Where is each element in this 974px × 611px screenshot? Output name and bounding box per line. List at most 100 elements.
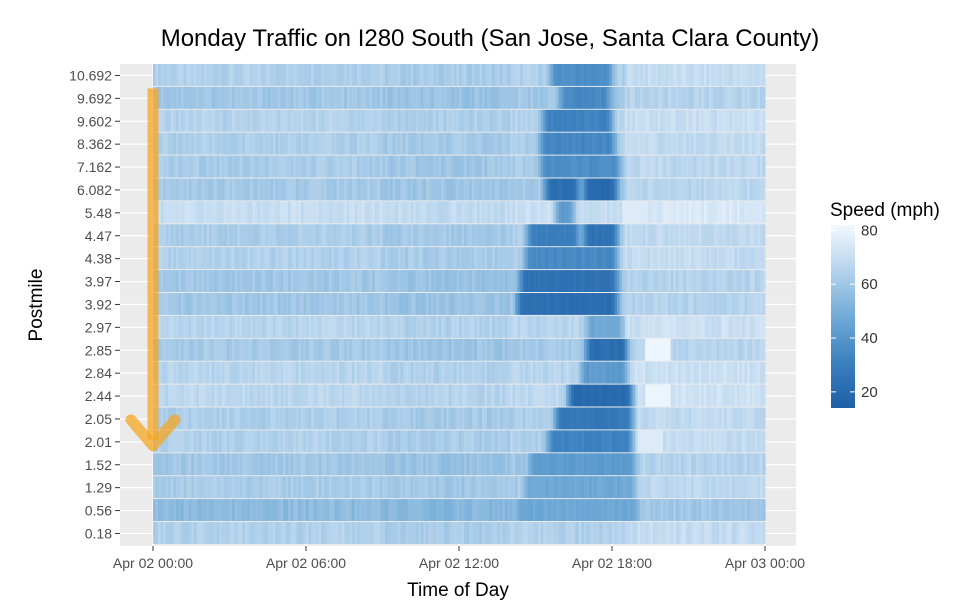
heat-cell bbox=[456, 201, 460, 224]
heat-cell bbox=[405, 407, 409, 430]
heat-cell bbox=[357, 178, 361, 201]
heat-cell bbox=[448, 132, 452, 155]
heat-cell bbox=[277, 384, 282, 407]
heat-cell bbox=[596, 499, 600, 521]
heat-cell bbox=[640, 132, 644, 155]
heat-cell bbox=[494, 132, 498, 155]
heat-cell bbox=[290, 384, 294, 407]
heat-cell bbox=[413, 407, 417, 430]
heat-cell bbox=[247, 178, 251, 201]
heat-cell bbox=[283, 247, 287, 270]
heat-cell bbox=[201, 109, 205, 132]
heat-cell bbox=[359, 155, 363, 178]
heat-cell bbox=[757, 476, 761, 499]
heat-cell bbox=[173, 499, 177, 521]
heat-cell bbox=[617, 224, 621, 247]
heat-cell bbox=[558, 315, 562, 338]
heat-cell bbox=[515, 338, 519, 361]
heat-cell bbox=[257, 155, 261, 178]
heat-cell bbox=[234, 430, 238, 453]
heat-cell bbox=[331, 476, 335, 499]
heat-cell bbox=[731, 270, 735, 292]
heat-cell bbox=[668, 132, 672, 155]
heat-cell bbox=[285, 499, 289, 521]
heat-cell bbox=[443, 361, 447, 384]
heat-cell bbox=[451, 109, 455, 132]
heat-cell bbox=[433, 453, 437, 476]
heat-cell bbox=[571, 499, 575, 521]
heat-cell bbox=[691, 293, 695, 315]
heat-cell bbox=[543, 430, 547, 453]
heat-cell bbox=[237, 132, 241, 155]
heat-cell bbox=[729, 109, 733, 132]
heat-cell bbox=[311, 407, 315, 430]
heat-cell bbox=[377, 86, 381, 109]
heat-cell bbox=[759, 499, 764, 521]
heat-cell bbox=[578, 522, 582, 544]
heat-cell bbox=[734, 86, 738, 109]
heat-cell bbox=[249, 201, 254, 224]
heat-cell bbox=[731, 247, 735, 270]
heat-cell bbox=[566, 499, 570, 521]
heat-cell bbox=[499, 453, 503, 476]
heat-cell bbox=[372, 522, 376, 544]
heat-cell bbox=[349, 407, 353, 430]
heat-cell bbox=[377, 201, 381, 224]
heat-cell bbox=[160, 499, 164, 521]
heat-cell bbox=[443, 247, 447, 270]
heat-cell bbox=[402, 430, 407, 453]
heat-cell bbox=[173, 361, 177, 384]
heat-cell bbox=[632, 64, 636, 86]
heat-cell bbox=[441, 155, 445, 178]
heat-cell bbox=[420, 86, 424, 109]
heat-cell bbox=[655, 178, 659, 201]
heat-cell bbox=[413, 86, 417, 109]
heat-cell bbox=[346, 247, 350, 270]
heat-cell bbox=[553, 270, 557, 292]
heat-cell bbox=[583, 201, 588, 224]
heat-cell bbox=[336, 132, 340, 155]
heat-cell bbox=[392, 384, 396, 407]
heat-cell bbox=[729, 270, 733, 292]
heat-cell bbox=[696, 430, 700, 453]
heat-cell bbox=[224, 476, 228, 499]
heat-cell bbox=[497, 155, 501, 178]
heat-cell bbox=[532, 384, 537, 407]
heat-cell bbox=[540, 293, 544, 315]
heat-cell bbox=[397, 270, 401, 292]
heat-cell bbox=[589, 315, 593, 338]
heat-cell bbox=[191, 178, 195, 201]
heat-cell bbox=[614, 361, 618, 384]
heat-cell bbox=[339, 407, 343, 430]
heat-cell bbox=[408, 293, 412, 315]
heat-cell bbox=[183, 132, 187, 155]
heat-cell bbox=[346, 109, 350, 132]
heat-cell bbox=[316, 407, 320, 430]
heat-cell bbox=[344, 247, 348, 270]
heat-cell bbox=[606, 224, 611, 247]
heat-cell bbox=[627, 224, 631, 247]
heat-cell bbox=[752, 178, 756, 201]
heat-cell bbox=[316, 64, 320, 86]
heat-cell bbox=[522, 315, 526, 338]
heat-cell bbox=[349, 132, 353, 155]
heat-cell bbox=[244, 247, 248, 270]
heat-cell bbox=[272, 384, 276, 407]
heat-cell bbox=[247, 522, 251, 544]
heat-cell bbox=[359, 315, 363, 338]
heat-cell bbox=[484, 270, 488, 292]
heat-cell bbox=[275, 338, 279, 361]
heat-cell bbox=[742, 453, 746, 476]
heat-cell bbox=[535, 247, 539, 270]
heat-cell bbox=[555, 247, 560, 270]
heat-cell bbox=[586, 64, 590, 86]
heat-cell bbox=[540, 430, 544, 453]
heat-cell bbox=[242, 132, 246, 155]
heat-cell bbox=[379, 384, 384, 407]
heat-cell bbox=[206, 476, 210, 499]
heat-cell bbox=[359, 522, 363, 544]
heat-cell bbox=[553, 293, 557, 315]
heat-cell bbox=[624, 453, 628, 476]
heat-cell bbox=[504, 361, 509, 384]
heat-cell bbox=[678, 315, 682, 338]
